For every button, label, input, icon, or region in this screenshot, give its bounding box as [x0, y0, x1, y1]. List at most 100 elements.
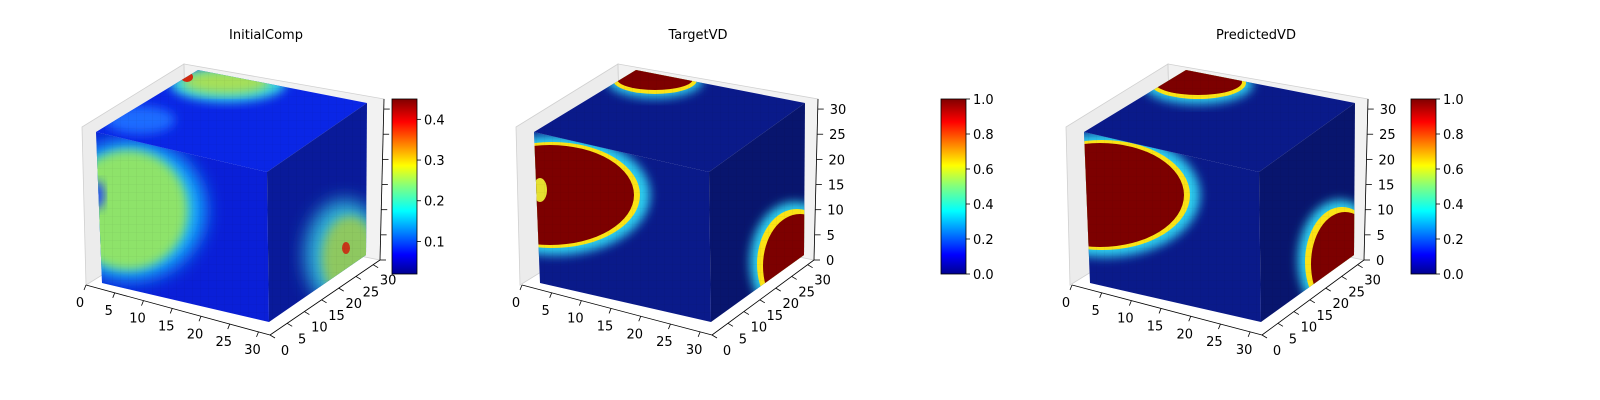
x-tick-mark	[112, 292, 116, 298]
panel-title: InitialComp	[229, 28, 303, 43]
z-tick-label: 20	[829, 153, 846, 168]
z-axis-line	[813, 98, 819, 261]
y-tick-label: 10	[1301, 321, 1318, 336]
colorbar-tick-label: 0.6	[973, 163, 994, 178]
y-tick-label: 20	[1332, 297, 1349, 312]
x-tick-label: 5	[1092, 304, 1100, 319]
y-tick-label: 0	[723, 344, 731, 359]
x-tick-mark	[549, 292, 553, 298]
y-tick-mark	[791, 276, 797, 280]
y-tick-mark	[1309, 299, 1316, 304]
colorbar-gradient	[1410, 98, 1437, 275]
x-tick-mark	[579, 300, 582, 306]
x-tick-label: 0	[76, 296, 84, 311]
axes	[85, 98, 385, 336]
x-tick-label: 25	[656, 335, 673, 350]
y-tick-mark	[759, 299, 766, 304]
x-ticks: 0 5 10 15 20 25 30	[512, 284, 702, 358]
z-tick-label: 15	[828, 179, 845, 194]
x-tick-mark	[668, 323, 671, 330]
z-ticks: 0 5 10 15 20 25 30	[814, 103, 846, 269]
colorbar: 0.0 0.2 0.4 0.6 0.8 1.0	[940, 93, 994, 283]
axes	[521, 98, 819, 336]
y-axis-line	[711, 259, 815, 336]
y-tick-mark	[269, 334, 276, 339]
x-tick-label: 30	[1236, 343, 1253, 358]
y-axis-line	[1261, 259, 1365, 336]
voxel-cube	[96, 70, 367, 322]
x-tick-mark	[198, 316, 202, 322]
colorbar-ticks: 0.0 0.2 0.4 0.6 0.8 1.0	[1436, 93, 1464, 283]
x-tick-mark	[608, 308, 612, 314]
z-axis-line	[379, 98, 385, 261]
x-tick-label: 10	[567, 312, 584, 327]
y-axis-line	[269, 259, 381, 336]
x-tick-label: 15	[158, 319, 175, 334]
x-tick-mark	[1069, 284, 1073, 291]
y-tick-mark	[338, 287, 344, 292]
x-tick-mark	[227, 323, 231, 330]
y-tick-label: 0	[281, 344, 289, 359]
z-ticks: 0 5 10 15 20 25 30	[1364, 103, 1396, 269]
x-tick-mark	[1247, 331, 1251, 338]
y-tick-label: 20	[345, 297, 362, 312]
x-tick-mark	[1099, 292, 1103, 298]
y-tick-mark	[743, 311, 750, 315]
colorbar-tick-label: 0.6	[1443, 163, 1464, 178]
panel-targetvd: TargetVD	[512, 28, 994, 359]
x-tick-label: 0	[1062, 296, 1070, 311]
x-tick-mark	[1188, 316, 1192, 322]
y-tick-label: 10	[751, 321, 768, 336]
y-tick-label: 15	[1317, 309, 1334, 324]
x-tick-mark	[519, 284, 523, 291]
x-tick-mark	[169, 308, 173, 314]
y-tick-label: 25	[1348, 285, 1365, 300]
y-tick-mark	[727, 322, 734, 327]
y-tick-mark	[711, 334, 718, 339]
y-tick-label: 10	[311, 321, 328, 336]
z-tick-label: 30	[1380, 103, 1397, 118]
x-tick-mark	[697, 331, 701, 338]
x-tick-mark	[83, 284, 87, 291]
colorbar-tick-label: 0.4	[973, 198, 994, 213]
x-tick-mark	[638, 316, 642, 322]
z-tick-label: 5	[1377, 229, 1385, 244]
colorbar-tick-label: 0.8	[973, 128, 994, 143]
colorbar-tick-label: 0.3	[424, 154, 445, 169]
colorbar-tick-label: 0.2	[973, 233, 994, 248]
x-tick-mark	[1218, 323, 1221, 330]
voxel-cube	[534, 70, 805, 322]
y-tick-label: 25	[363, 285, 380, 300]
x-tick-label: 25	[1206, 335, 1223, 350]
x-tick-mark	[1158, 308, 1162, 314]
x-ticks: 0 5 10 15 20 25 30	[76, 284, 261, 358]
x-tick-label: 15	[597, 319, 614, 334]
z-tick-label: 5	[827, 229, 835, 244]
z-tick-label: 25	[829, 128, 846, 143]
x-tick-label: 30	[244, 343, 261, 358]
z-tick-label: 30	[830, 103, 847, 118]
colorbar: 0.1 0.2 0.3 0.4	[391, 98, 445, 275]
x-tick-label: 25	[215, 335, 232, 350]
x-tick-label: 10	[1117, 312, 1134, 327]
colorbar-tick-label: 1.0	[1443, 93, 1464, 108]
panel-initialcomp: InitialComp	[76, 28, 445, 359]
colorbar-gradient	[940, 98, 967, 275]
colorbar-tick-label: 0.4	[1443, 198, 1464, 213]
x-ticks: 0 5 10 15 20 25 30	[1062, 284, 1253, 358]
x-tick-label: 10	[129, 312, 146, 327]
y-tick-label: 0	[1273, 344, 1281, 359]
x-axis-line	[521, 284, 713, 336]
colorbar-gradient	[391, 98, 418, 275]
z-tick-label: 10	[827, 204, 844, 219]
y-tick-label: 15	[767, 309, 784, 324]
y-tick-mark	[775, 287, 781, 292]
x-tick-mark	[1129, 300, 1132, 306]
colorbar: 0.0 0.2 0.4 0.6 0.8 1.0	[1410, 93, 1464, 283]
panel-title: PredictedVD	[1216, 28, 1296, 43]
y-tick-mark	[321, 299, 327, 304]
z-tick-label: 10	[1377, 204, 1394, 219]
